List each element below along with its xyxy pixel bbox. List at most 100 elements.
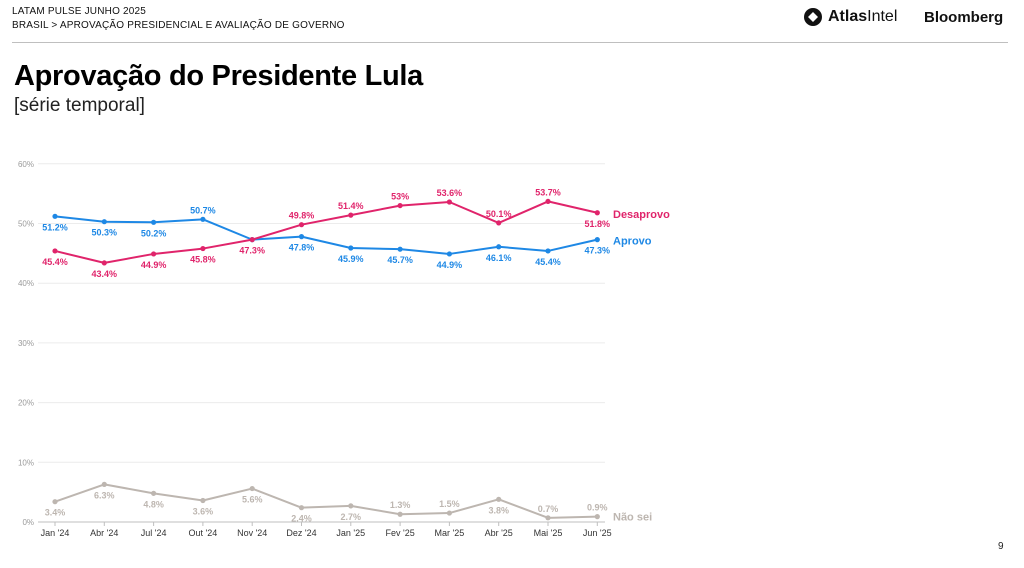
x-tick-label: Jan '25 bbox=[336, 528, 365, 538]
data-point bbox=[397, 246, 403, 252]
data-point bbox=[446, 199, 452, 205]
bloomberg-logo: Bloomberg bbox=[924, 9, 1004, 26]
data-point bbox=[348, 245, 354, 251]
series-line bbox=[54, 483, 598, 519]
x-tick-label: Mar '25 bbox=[435, 528, 465, 538]
data-label: 47.8% bbox=[289, 243, 315, 253]
data-label: 3.6% bbox=[193, 507, 214, 517]
data-label: 50.1% bbox=[486, 209, 512, 219]
data-point bbox=[249, 485, 255, 492]
header-divider bbox=[12, 42, 1008, 43]
data-label: 50.3% bbox=[92, 228, 118, 238]
data-label: 44.9% bbox=[141, 260, 167, 270]
data-label: 45.4% bbox=[42, 257, 68, 267]
data-label: 45.8% bbox=[190, 255, 216, 265]
y-tick-label: 60% bbox=[18, 160, 34, 169]
data-point bbox=[249, 237, 255, 243]
series-line bbox=[54, 200, 598, 264]
data-label: 1.3% bbox=[390, 500, 411, 510]
data-point bbox=[496, 244, 502, 250]
series-name-label: Aprovo bbox=[613, 236, 652, 248]
x-tick-label: Nov '24 bbox=[237, 528, 267, 538]
data-label: 47.3% bbox=[585, 246, 611, 256]
data-point bbox=[298, 222, 305, 228]
data-label: 53% bbox=[391, 192, 409, 202]
data-point bbox=[397, 511, 403, 517]
data-point bbox=[151, 219, 157, 225]
data-label: 2.4% bbox=[291, 514, 312, 524]
data-label: 0.9% bbox=[587, 503, 608, 513]
y-tick-label: 30% bbox=[18, 339, 34, 348]
data-point bbox=[151, 490, 157, 496]
data-label: 53.6% bbox=[437, 188, 463, 198]
atlasintel-logo: Atlas Intel bbox=[804, 8, 897, 26]
data-point bbox=[298, 234, 305, 240]
data-point bbox=[545, 198, 551, 205]
data-label: 51.4% bbox=[338, 201, 364, 211]
data-point bbox=[594, 210, 600, 216]
data-label: 45.9% bbox=[338, 254, 364, 264]
data-point bbox=[101, 481, 107, 487]
data-point bbox=[101, 219, 107, 225]
data-label: 51.8% bbox=[585, 219, 611, 229]
data-point bbox=[545, 515, 551, 521]
atlas-diamond-icon bbox=[804, 8, 822, 26]
series-line bbox=[54, 215, 598, 255]
data-label: 6.3% bbox=[94, 490, 115, 500]
page-number: 9 bbox=[998, 541, 1004, 552]
data-label: 44.9% bbox=[437, 260, 463, 270]
y-tick-label: 40% bbox=[18, 279, 34, 288]
data-label: 5.6% bbox=[242, 495, 263, 505]
chart-title: Aprovação do Presidente Lula bbox=[14, 60, 423, 92]
data-label: 0.7% bbox=[538, 504, 559, 514]
data-point bbox=[397, 202, 403, 209]
data-label: 4.8% bbox=[143, 499, 164, 509]
data-point bbox=[101, 260, 107, 266]
data-label: 47.3% bbox=[239, 246, 265, 256]
brand-atlas-bold: Atlas bbox=[828, 8, 868, 25]
data-point bbox=[446, 251, 452, 257]
data-label: 45.7% bbox=[387, 255, 413, 265]
data-point bbox=[52, 499, 58, 505]
data-label: 50.7% bbox=[190, 205, 216, 215]
data-label: 43.4% bbox=[92, 269, 118, 279]
data-label: 51.2% bbox=[42, 222, 68, 232]
data-point bbox=[151, 251, 157, 257]
x-tick-label: Abr '24 bbox=[90, 528, 118, 538]
data-label: 49.8% bbox=[289, 211, 315, 221]
data-label: 3.4% bbox=[45, 508, 66, 518]
breadcrumb: BRASIL > APROVAÇÃO PRESIDENCIAL E AVALIA… bbox=[12, 20, 345, 31]
header-breadcrumb: LATAM PULSE JUNHO 2025 BRASIL > APROVAÇÃ… bbox=[12, 6, 1008, 31]
data-point bbox=[594, 237, 600, 243]
x-tick-label: Dez '24 bbox=[286, 528, 316, 538]
data-label: 45.4% bbox=[535, 257, 561, 267]
x-tick-label: Mai '25 bbox=[534, 528, 563, 538]
y-tick-label: 10% bbox=[18, 458, 34, 467]
y-tick-label: 50% bbox=[18, 220, 34, 229]
chart-subtitle: [série temporal] bbox=[14, 95, 145, 116]
data-point bbox=[298, 505, 305, 511]
data-label: 2.7% bbox=[341, 512, 362, 522]
series-name-label: Não sei bbox=[613, 512, 652, 524]
data-point bbox=[594, 514, 600, 520]
data-point bbox=[200, 216, 206, 222]
series-name-label: Desaprovo bbox=[613, 209, 670, 221]
data-point bbox=[200, 497, 206, 504]
y-tick-label: 0% bbox=[22, 518, 34, 527]
x-tick-label: Jul '24 bbox=[141, 528, 167, 538]
x-tick-label: Fev '25 bbox=[385, 528, 414, 538]
data-label: 50.2% bbox=[141, 228, 167, 238]
y-tick-label: 20% bbox=[18, 399, 34, 408]
data-point bbox=[348, 212, 354, 218]
x-tick-label: Abr '25 bbox=[485, 528, 513, 538]
x-tick-label: Jan '24 bbox=[41, 528, 70, 538]
data-point bbox=[200, 245, 206, 252]
data-point bbox=[446, 510, 452, 516]
data-point bbox=[348, 503, 354, 509]
brand-atlas-light: Intel bbox=[867, 8, 898, 25]
data-point bbox=[496, 496, 502, 502]
data-label: 1.5% bbox=[439, 499, 460, 509]
data-point bbox=[52, 248, 58, 254]
data-point bbox=[496, 220, 502, 226]
